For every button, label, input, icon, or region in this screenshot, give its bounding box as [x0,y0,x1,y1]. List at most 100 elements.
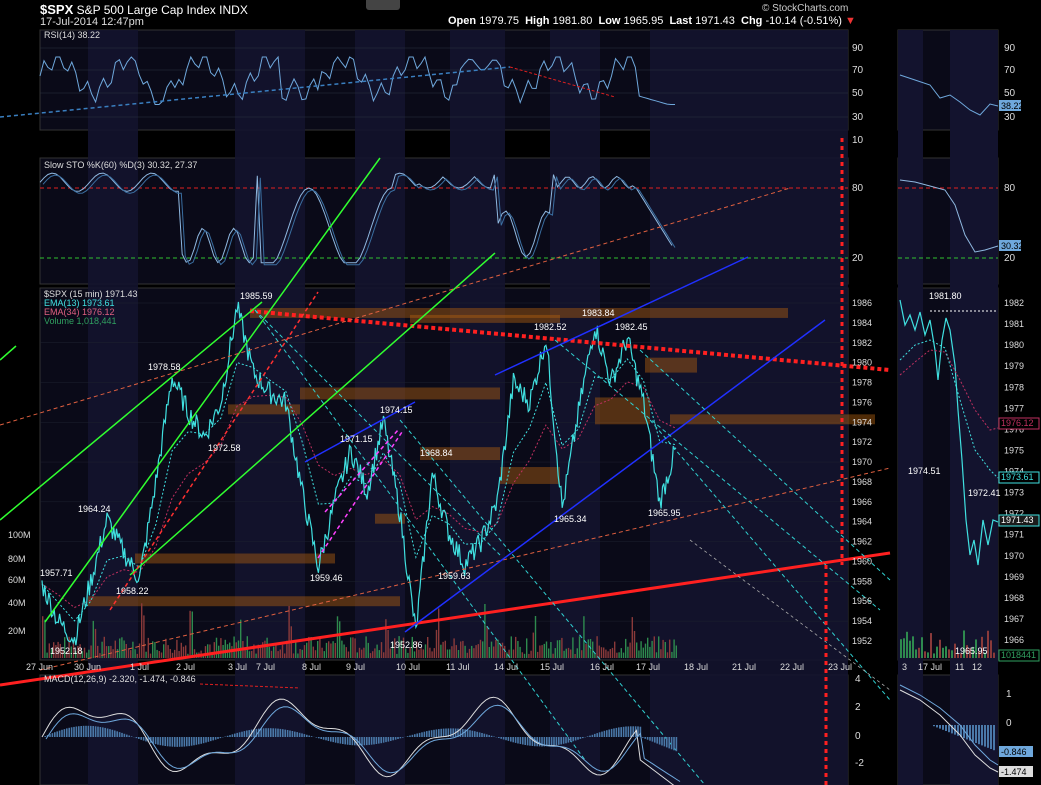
right-price-tick-1978: 1978 [1004,382,1024,392]
rsi-line [39,55,675,105]
macd-hist-bar [322,737,325,740]
volume-bar [614,641,616,658]
volume-bar [444,640,446,658]
volume-bar [288,606,290,658]
right-volume-bar [933,653,935,658]
macd-right-bar [984,725,986,747]
volume-bar [512,649,515,658]
volume-bar [585,643,587,658]
macd-hist-bar [260,728,262,737]
macd-hist-bar [164,737,166,746]
rsi-legend: RSI(14) 38.22 [44,30,100,40]
volume-bar [519,646,521,658]
price-zone-5 [595,397,650,425]
volume-bar [583,616,585,658]
main-resistance-trendline [249,309,891,372]
price-tick-1978: 1978 [852,378,872,388]
macd-hist-bar [442,728,445,737]
macd-hist-bar [622,726,625,737]
right-volume-bar [930,633,932,658]
volume-bar [640,641,642,658]
macd-hist-bar [289,730,291,737]
right-price-tick-1980: 1980 [1004,340,1024,350]
macd-hist-bar [433,729,435,737]
green-channel-line-2 [44,157,381,623]
chart-datetime: 17-Jul-2014 12:47pm [40,16,144,28]
volume-bar [543,643,545,658]
session-band-1 [235,30,305,785]
macd-hist-bar [457,728,459,737]
macd-right-bar [990,725,992,749]
blue-channel-lower [404,319,826,633]
macd-right-bar [939,725,941,729]
volume-bar [145,651,147,658]
volume-bar [618,652,620,658]
volume-bar [442,641,444,658]
macd-hist-bar [294,731,296,737]
volume-bar [367,642,369,658]
volume-bar [123,640,125,658]
sto-d-line [42,174,676,266]
x-label-10: 14 Jul [494,662,518,672]
macd-red-trendline [199,683,301,689]
macd-hist-bar [306,734,308,737]
session-band-4 [550,30,600,785]
volume-bar [508,649,510,658]
macd-hist-bar [488,735,490,737]
macd-hist-bar [337,737,339,744]
volume-axis-ticks: 100M 80M 60M 40M 20M [8,530,31,636]
volume-bar [383,652,385,658]
volume-bar [112,649,114,658]
macd-hist-bar [654,737,656,743]
macd-hist-bar [668,737,670,749]
macd-hist-bar [229,735,231,737]
macd-hist-bar [486,734,488,737]
right-label-badge-3 [998,649,1040,662]
macd-hist-bar [87,725,90,737]
x-label-15: 21 Jul [732,662,756,672]
macd-hist-bar [519,737,522,744]
macd-hist-bar [130,736,133,737]
panel-grip-handle[interactable] [366,0,400,10]
right-annotation-1974.51: 1974.51 [908,466,941,476]
right-x-label-3: 12 [972,662,982,672]
volume-bar [420,648,422,658]
session-shading [88,30,998,785]
price-tick-1972: 1972 [852,437,872,447]
macd-hist-bar [181,737,183,747]
right-label-badge-2 [998,514,1040,527]
macd-hist-bar [219,737,222,739]
macd-hist-bar [54,732,56,737]
volume-bar [119,638,121,658]
volume-bar [167,645,169,658]
macd-hist-bar [265,728,267,737]
macd-hist-bar [572,737,574,742]
macd-right-bar [933,725,935,727]
volume-bar [42,616,44,658]
price-panel: $SPX (15 min) 1971.43 EMA(13) 1973.61 EM… [0,157,1040,785]
price-zone-6 [645,357,697,373]
macd-hist-bar [85,725,87,737]
annotation-1972.58: 1972.58 [208,443,241,453]
session-band-3 [450,30,505,785]
price-tick-1974: 1974 [852,417,872,427]
price-tick-1952: 1952 [852,636,872,646]
right-volume-bar [903,638,905,658]
macd-hist-bar [140,737,142,740]
price-tick-1970: 1970 [852,457,872,467]
right-volume-bar [918,647,920,658]
macd-hist-bar [670,737,673,750]
macd-hist-bar [214,737,217,740]
macd-hist-bar [157,737,159,745]
macd-hist-bar [195,737,198,745]
macd-hist-bar [478,732,481,737]
volume-bar [609,649,611,658]
right-volume-bar [942,647,944,658]
macd-hist-bar [438,729,440,737]
macd-hist-bar [620,727,622,737]
macd-right-bar [975,725,977,743]
volume-bar [312,646,314,658]
orange-long-trendline-2 [39,467,891,671]
x-label-2: 1 Jul [130,662,149,672]
